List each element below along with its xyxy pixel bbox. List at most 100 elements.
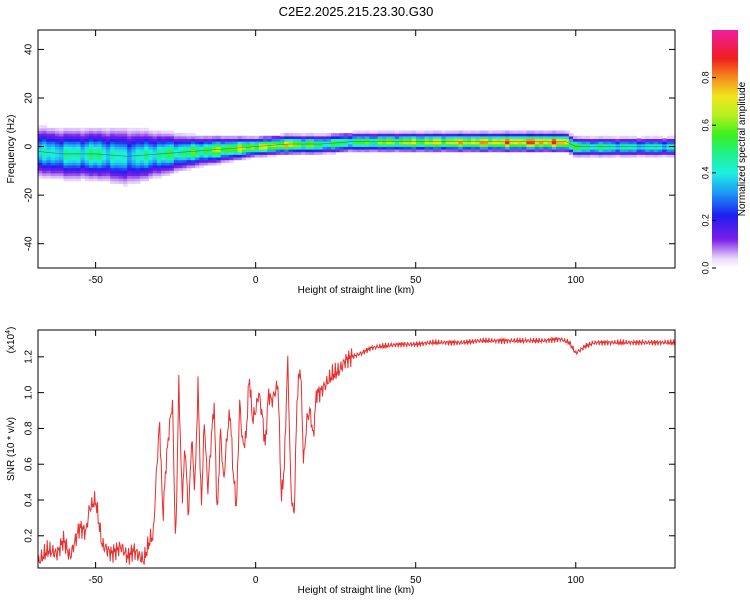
spectrogram-cell <box>220 151 226 155</box>
spectrogram-cell <box>509 146 515 150</box>
spectrogram-cell <box>246 138 251 142</box>
spectrogram-cell <box>670 135 675 140</box>
spectrogram-cell <box>437 149 443 153</box>
spectrogram-cell <box>105 130 111 134</box>
spectrogram-cell <box>76 175 82 179</box>
spectrogram-cell <box>407 149 413 153</box>
spectrogram-cell <box>80 159 86 163</box>
spectrogram-cell <box>471 138 477 142</box>
spectrogram-cell <box>297 138 302 142</box>
spectrogram-cell <box>118 164 124 169</box>
spectrogram-cell <box>411 130 417 134</box>
spectrogram-cell <box>161 141 166 145</box>
spectrogram-cell <box>322 135 328 140</box>
spectrogram-cell <box>156 130 162 134</box>
spectrogram-cell <box>398 149 404 153</box>
spectrogram-cell <box>381 135 387 140</box>
spectrogram-cell <box>101 172 107 177</box>
spectrogram-cell <box>466 135 472 140</box>
spectrogram-cell <box>432 138 438 142</box>
spectrogram-cell <box>114 141 120 145</box>
spectrogram-cell <box>63 133 69 137</box>
spectrogram-cell <box>220 159 226 163</box>
spectrogram-cell <box>122 159 128 163</box>
spectrogram-cell <box>594 154 600 158</box>
spectrogram-cell <box>602 141 608 145</box>
spectrogram-cell <box>97 175 103 179</box>
spectrogram-cell <box>46 162 52 166</box>
spectrogram-cell <box>309 141 315 145</box>
spectrogram-cell <box>42 149 48 153</box>
spectrogram-cell <box>381 141 387 145</box>
spectrogram-cell <box>38 159 43 163</box>
spectrogram-cell <box>526 138 532 142</box>
spectrogram-cell <box>424 135 430 140</box>
spectrogram-cell <box>424 143 430 147</box>
spectrogram-cell <box>207 138 213 142</box>
spectrogram-cell <box>80 135 86 140</box>
spectrogram-cell <box>513 141 519 145</box>
spectrogram-cell <box>263 149 268 153</box>
spectrogram-cell <box>602 135 608 140</box>
spectrogram-cell <box>500 143 506 147</box>
spectrogram-cell <box>105 162 111 166</box>
spectrogram-cell <box>38 170 43 174</box>
spectrogram-cell <box>152 130 158 134</box>
spectrogram-cell <box>122 175 128 179</box>
spectrogram-cell <box>105 149 111 153</box>
spectrogram-cell <box>76 138 82 142</box>
spectrogram-cell <box>144 164 150 169</box>
spectrogram-cell <box>190 162 196 166</box>
spectrogram-cell <box>369 143 375 147</box>
spectrogram-cell <box>509 138 515 142</box>
spectrogram-cell <box>110 170 116 174</box>
spectrogram-cell <box>50 141 56 145</box>
spectrogram-cell <box>564 130 570 134</box>
spectrogram-cell <box>619 151 625 155</box>
spectrogram-cell <box>80 133 86 137</box>
spectrogram-cell <box>632 143 638 147</box>
spectrogram-cell <box>445 146 451 150</box>
spectrogram-cell <box>364 149 370 153</box>
colorbar-tick-label: 0.0 <box>700 262 710 275</box>
spectrogram-cell <box>445 133 451 137</box>
spectrogram-cell <box>156 164 162 169</box>
spectrogram-cell <box>114 135 120 140</box>
spectrogram-cell <box>59 143 65 147</box>
spectrogram-cell <box>424 149 430 153</box>
spectrogram-cell <box>466 133 472 137</box>
spectrogram-cell <box>212 156 217 161</box>
spectrogram-x-tick-label: -50 <box>88 275 103 286</box>
spectrogram-cell <box>173 167 179 171</box>
spectrogram-cell <box>666 149 672 153</box>
spectrogram-cell <box>305 143 311 147</box>
spectrogram-cell <box>624 154 629 158</box>
spectrogram-cell <box>462 138 468 142</box>
spectrogram-cell <box>38 127 43 132</box>
spectrogram-cell <box>581 135 587 140</box>
spectrogram-cell <box>326 135 332 140</box>
spectrogram-cell <box>267 154 273 158</box>
spectrogram-cell <box>161 162 166 166</box>
spectrogram-cell <box>441 135 447 140</box>
spectrogram-cell <box>292 151 298 155</box>
spectrogram-cell <box>360 146 366 150</box>
spectrogram-cell <box>424 138 430 142</box>
spectrogram-cell <box>331 135 336 140</box>
spectrogram-cell <box>38 172 43 177</box>
spectrogram-cell <box>190 149 196 153</box>
spectrogram-cell <box>46 149 52 153</box>
spectrogram-cell <box>127 170 133 174</box>
spectrogram-cell <box>505 133 510 137</box>
spectrogram-cell <box>331 141 336 145</box>
spectrogram-cell <box>63 138 69 142</box>
spectrogram-cell <box>331 149 336 153</box>
spectrogram-cell <box>394 130 400 134</box>
spectrogram-cell <box>662 151 668 155</box>
spectrogram-cell <box>437 141 443 145</box>
spectrogram-cell <box>97 130 103 134</box>
spectrogram-cell <box>458 138 464 142</box>
spectrogram-cell <box>585 143 591 147</box>
spectrogram-cell <box>54 162 60 166</box>
spectrogram-cell <box>581 154 587 158</box>
